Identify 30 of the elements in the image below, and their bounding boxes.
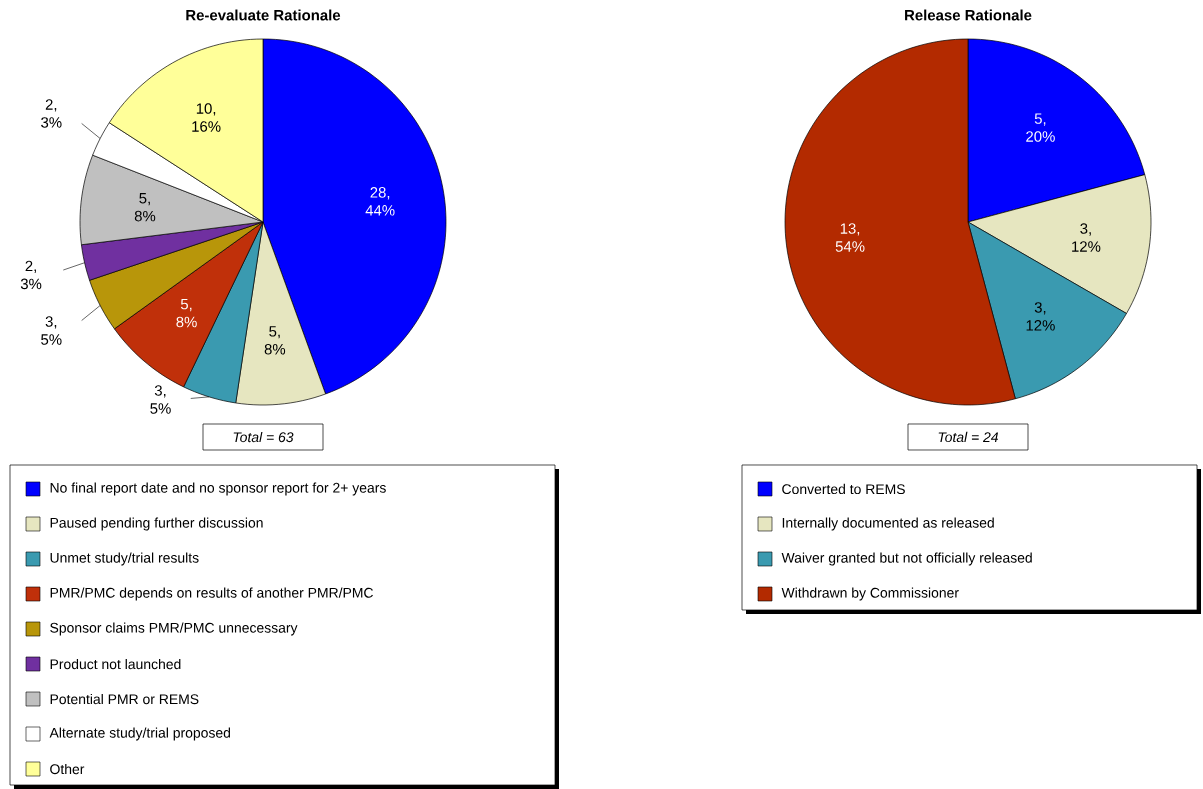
data-label: 3, 5%	[150, 385, 171, 414]
data-label: 5, 8%	[264, 326, 286, 355]
data-label: 3, 12%	[1072, 223, 1101, 252]
data-label: 5, 8%	[134, 193, 156, 222]
data-label: 5, 8%	[176, 298, 197, 328]
chart-title: Re-evaluate Rationale	[186, 9, 341, 21]
data-label: 10, 16%	[192, 103, 221, 132]
legend-label: Other	[50, 763, 85, 775]
data-label: 3, 12%	[1026, 302, 1055, 331]
legend-label: PMR/PMC depends on results of another PMR/PMC	[50, 587, 373, 601]
legend-label: Internally documented as released	[782, 517, 994, 531]
data-label: 13, 54%	[835, 223, 865, 252]
legend-label: Product not launched	[50, 658, 181, 670]
legend-label: Waiver granted but not officially released	[781, 552, 1032, 566]
legend-label: Alternate study/trial proposed	[49, 727, 231, 741]
data-label: 5, 20%	[1026, 113, 1055, 142]
legend-label: Paused pending further discussion	[50, 517, 263, 531]
data-label: 3, 5%	[41, 316, 62, 345]
data-label: 2, 3%	[41, 99, 62, 128]
text: Total = 63	[233, 431, 294, 443]
legend-label: Unmet study/trial results	[50, 552, 199, 566]
data-label: 28, 44%	[365, 187, 395, 216]
legend-label: No final report date and no sponsor report for 2+ years	[50, 482, 386, 496]
legend-label: Converted to REMS	[782, 483, 905, 495]
legend-label: Sponsor claims PMR/PMC unnecessary	[50, 622, 298, 636]
legend-label: Withdrawn by Commissioner	[781, 587, 959, 601]
data-label: 2, 3%	[20, 260, 42, 290]
text: Total = 24	[938, 431, 999, 443]
legend-label: Potential PMR or REMS	[50, 693, 199, 705]
chart-title: Release Rationale	[905, 9, 1032, 21]
